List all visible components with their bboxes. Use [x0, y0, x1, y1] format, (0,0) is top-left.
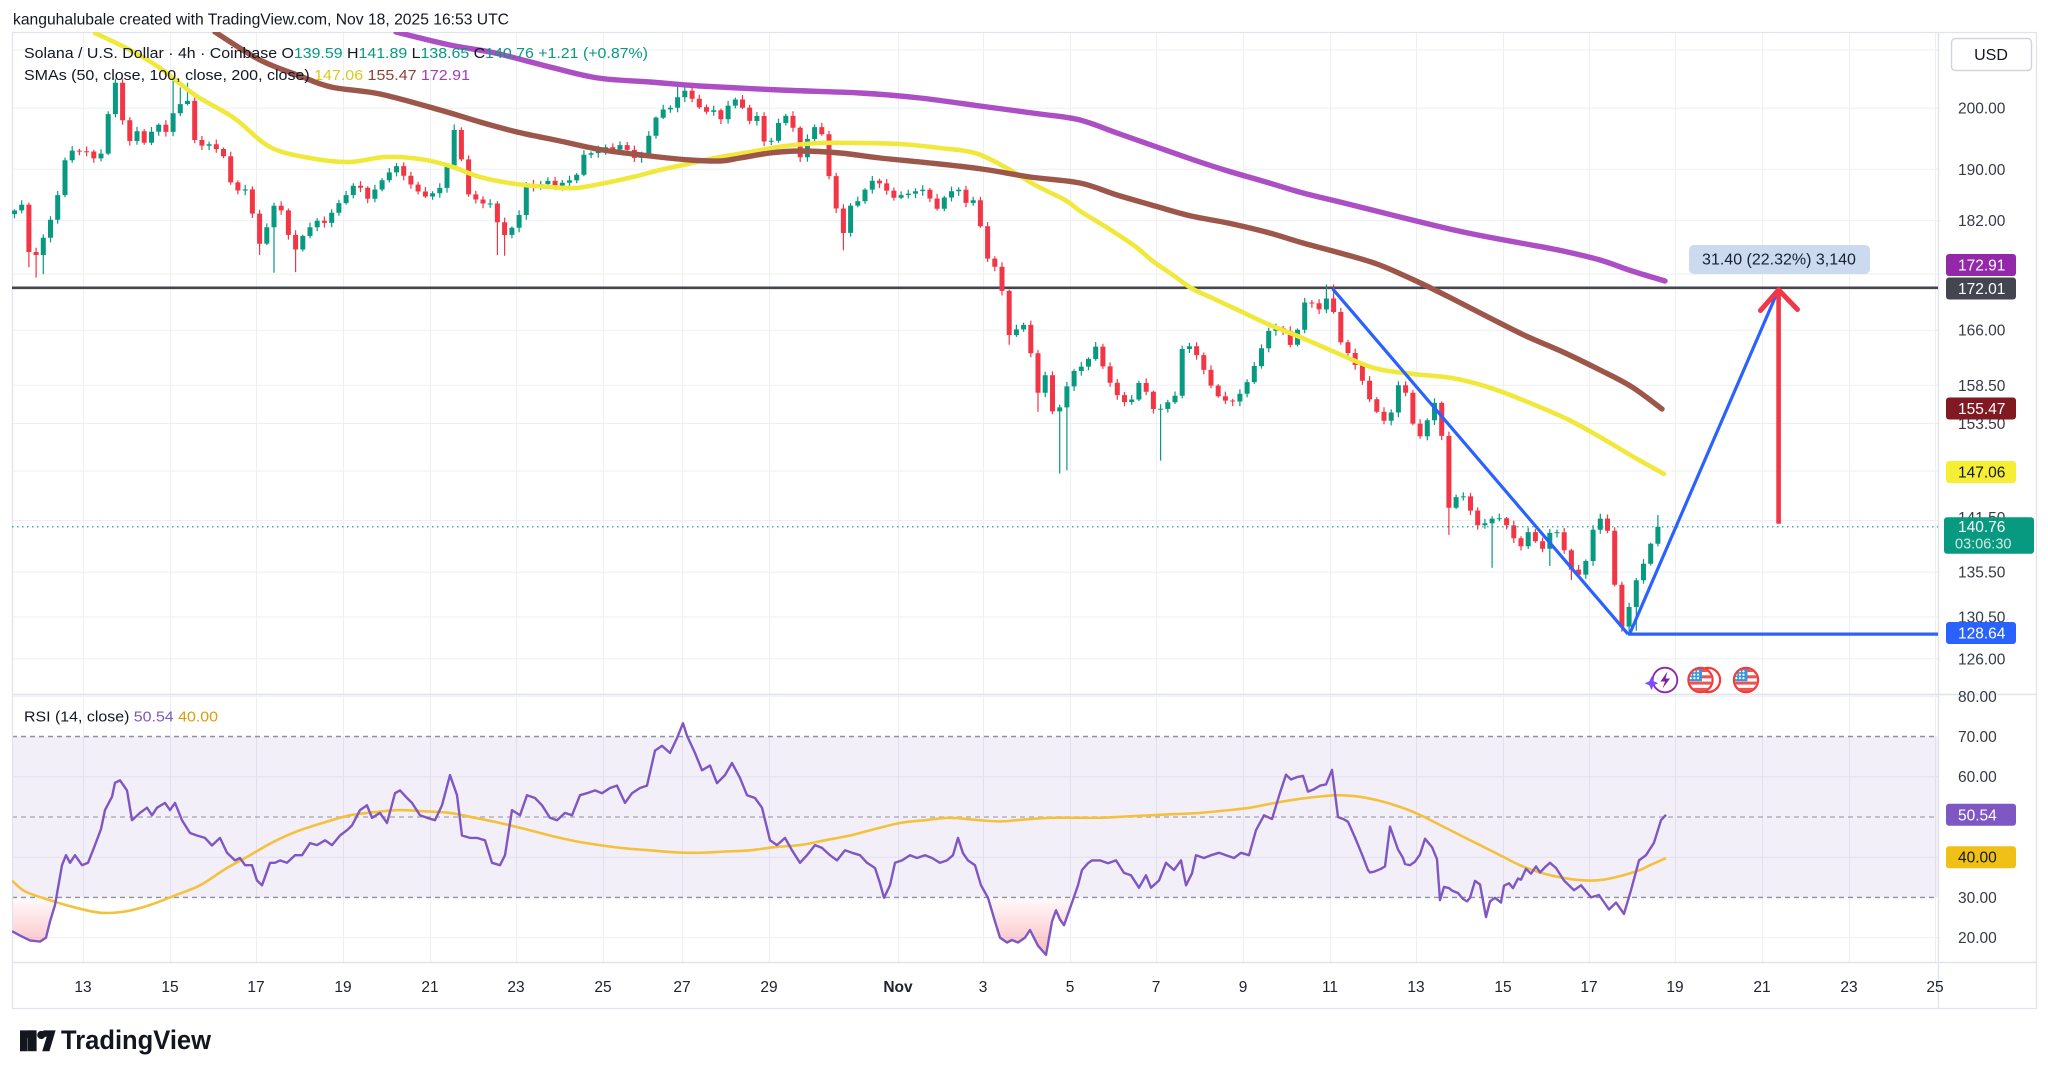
svg-text:158.50: 158.50	[1958, 378, 2006, 395]
svg-text:172.91: 172.91	[1958, 258, 2005, 275]
svg-text:7: 7	[1152, 979, 1161, 996]
svg-text:31.40 (22.32%) 3,140: 31.40 (22.32%) 3,140	[1702, 252, 1856, 269]
svg-text:9: 9	[1239, 979, 1248, 996]
svg-text:kanguhalubale created with Tra: kanguhalubale created with TradingView.c…	[13, 12, 509, 29]
svg-text:128.64: 128.64	[1958, 626, 2006, 643]
svg-text:50.54: 50.54	[1958, 807, 1997, 824]
svg-text:15: 15	[161, 979, 178, 996]
svg-text:Nov: Nov	[883, 979, 913, 996]
svg-text:23: 23	[507, 979, 524, 996]
svg-text:19: 19	[1666, 979, 1683, 996]
svg-text:13: 13	[1407, 979, 1424, 996]
svg-text:13: 13	[74, 979, 91, 996]
svg-text:TradingView: TradingView	[61, 1025, 212, 1055]
svg-text:11: 11	[1322, 979, 1338, 996]
svg-text:15: 15	[1494, 979, 1511, 996]
svg-text:3: 3	[979, 979, 988, 996]
svg-text:17: 17	[1580, 979, 1597, 996]
svg-text:21: 21	[1753, 979, 1770, 996]
svg-text:126.00: 126.00	[1958, 651, 2006, 668]
svg-text:SMAs (50, close, 100, close, 2: SMAs (50, close, 100, close, 200, close)…	[24, 67, 470, 84]
svg-text:RSI (14, close) 50.54 40.00: RSI (14, close) 50.54 40.00	[24, 709, 218, 726]
svg-text:27: 27	[673, 979, 690, 996]
svg-text:21: 21	[421, 979, 438, 996]
svg-text:03:06:30: 03:06:30	[1955, 536, 2011, 552]
svg-text:166.00: 166.00	[1958, 323, 2006, 340]
svg-text:140.76: 140.76	[1958, 519, 2005, 536]
svg-text:172.01: 172.01	[1958, 281, 2005, 298]
svg-text:190.00: 190.00	[1958, 162, 2006, 179]
svg-text:30.00: 30.00	[1958, 890, 1997, 907]
svg-text:60.00: 60.00	[1958, 769, 1997, 786]
svg-text:25: 25	[594, 979, 611, 996]
svg-text:USD: USD	[1974, 47, 2008, 64]
svg-text:25: 25	[1926, 979, 1943, 996]
svg-text:147.06: 147.06	[1958, 465, 2005, 482]
svg-text:5: 5	[1066, 979, 1075, 996]
svg-text:29: 29	[760, 979, 777, 996]
svg-text:80.00: 80.00	[1958, 689, 1997, 706]
svg-text:135.50: 135.50	[1958, 565, 2006, 582]
svg-text:182.00: 182.00	[1958, 213, 2006, 230]
svg-text:23: 23	[1840, 979, 1857, 996]
svg-text:Solana / U.S. Dollar · 4h · Co: Solana / U.S. Dollar · 4h · Coinbase O13…	[24, 45, 648, 62]
svg-text:19: 19	[334, 979, 351, 996]
svg-text:153.50: 153.50	[1958, 416, 2006, 433]
svg-text:20.00: 20.00	[1958, 930, 1997, 947]
svg-text:17: 17	[247, 979, 264, 996]
svg-text:40.00: 40.00	[1958, 850, 1997, 867]
svg-text:200.00: 200.00	[1958, 101, 2006, 118]
svg-text:155.47: 155.47	[1958, 401, 2005, 418]
svg-text:70.00: 70.00	[1958, 729, 1997, 746]
